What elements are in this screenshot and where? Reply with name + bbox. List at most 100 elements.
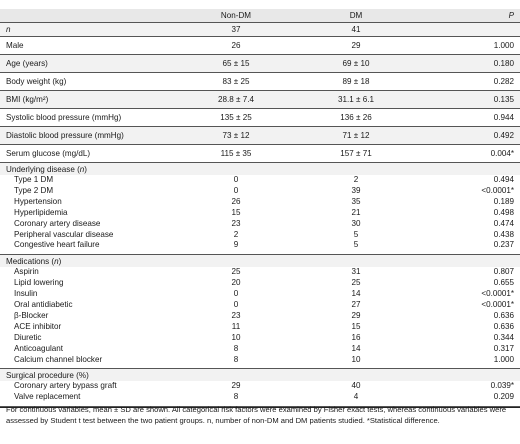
p-value: P xyxy=(508,11,514,20)
row-shading xyxy=(0,55,520,72)
dm-value: 4 xyxy=(353,392,359,402)
non-dm-value: 65 ± 15 xyxy=(222,59,250,68)
dm-value: 41 xyxy=(351,25,361,34)
dm-value: 29 xyxy=(351,310,361,320)
row-label: Oral antidiabetic xyxy=(14,300,73,309)
non-dm-value: Non-DM xyxy=(220,11,252,20)
dm-value: 40 xyxy=(351,381,361,391)
row-label: Hypertension xyxy=(14,196,62,206)
row-label: Lipid lowering xyxy=(14,278,64,288)
p-value: 0.180 xyxy=(493,59,514,68)
dm-value: 89 ± 18 xyxy=(342,77,370,86)
non-dm-value: 29 xyxy=(231,381,241,391)
non-dm-value: 73 ± 12 xyxy=(222,131,250,140)
row-shading xyxy=(0,91,520,108)
row-label: Age (years) xyxy=(6,59,48,68)
row-shading xyxy=(0,23,520,36)
dm-value: 31.1 ± 6.1 xyxy=(338,95,374,104)
non-dm-value: 26 xyxy=(231,41,241,50)
dm-value: DM xyxy=(349,11,363,20)
dm-value: 21 xyxy=(351,207,361,217)
non-dm-value: 0 xyxy=(233,175,239,184)
row-label: BMI (kg/m²) xyxy=(6,95,49,104)
dm-value: 35 xyxy=(351,196,361,206)
dm-value: 14 xyxy=(351,343,361,353)
dm-value: 25 xyxy=(351,278,361,288)
row-shading xyxy=(0,255,520,268)
rule-line xyxy=(0,368,520,370)
non-dm-value: 9 xyxy=(233,240,239,250)
p-value: <0.0001* xyxy=(481,289,514,299)
row-label: Insulin xyxy=(14,289,38,299)
p-value: 0.636 xyxy=(493,321,514,331)
rule-line xyxy=(0,22,520,23)
non-dm-value: 115 ± 35 xyxy=(220,149,252,158)
p-value: 1.000 xyxy=(493,41,514,50)
non-dm-value: 28.8 ± 7.4 xyxy=(218,95,254,104)
p-value: 0.189 xyxy=(493,196,514,206)
row-shading xyxy=(0,127,520,144)
non-dm-value: 8 xyxy=(233,354,239,364)
dm-value: 16 xyxy=(351,332,361,342)
row-label: Coronary artery disease xyxy=(14,218,101,228)
row-label: Coronary artery bypass graft xyxy=(14,381,117,391)
p-value: 0.438 xyxy=(493,229,514,239)
row-label: Aspirin xyxy=(14,267,39,277)
row-label: Serum glucose (mg/dL) xyxy=(6,149,91,158)
non-dm-value: 23 xyxy=(231,218,241,228)
non-dm-value: 11 xyxy=(231,321,241,331)
dm-value: 39 xyxy=(351,185,361,195)
p-value: 0.135 xyxy=(493,95,514,104)
dm-value: 31 xyxy=(351,267,361,277)
rule-line xyxy=(0,90,520,91)
p-value: 1.000 xyxy=(493,354,514,364)
non-dm-value: 26 xyxy=(231,196,241,206)
p-value: 0.492 xyxy=(493,131,514,140)
row-label: Peripheral vascular disease xyxy=(14,229,114,239)
rule-line xyxy=(0,108,520,109)
p-value: 0.317 xyxy=(493,343,514,353)
dm-value: 5 xyxy=(353,229,359,239)
non-dm-value: 83 ± 25 xyxy=(222,77,250,86)
non-dm-value: 8 xyxy=(233,343,239,353)
rule-line xyxy=(0,254,520,256)
p-value: 0.807 xyxy=(493,267,514,277)
section-title-text: Medications (n) xyxy=(6,257,62,267)
row-label: Calcium channel blocker xyxy=(14,354,103,364)
non-dm-value: 10 xyxy=(231,332,241,342)
dm-value: 10 xyxy=(351,354,361,364)
dm-value: 30 xyxy=(351,218,361,228)
row-label: Diuretic xyxy=(14,332,42,342)
row-label: ACE inhibitor xyxy=(14,321,62,331)
dm-value: 69 ± 10 xyxy=(342,59,370,68)
row-shading xyxy=(0,369,520,382)
rule-line xyxy=(0,406,520,408)
non-dm-value: 25 xyxy=(231,267,241,277)
p-value: 0.344 xyxy=(493,332,514,342)
non-dm-value: 37 xyxy=(231,25,241,34)
non-dm-value: 15 xyxy=(231,207,241,217)
non-dm-value: 8 xyxy=(233,392,239,402)
dm-value: 15 xyxy=(351,321,361,331)
p-value: 0.498 xyxy=(493,207,514,217)
row-shading xyxy=(0,9,520,22)
rule-line xyxy=(0,144,520,145)
dm-value: 157 ± 71 xyxy=(340,149,372,158)
row-label: Diastolic blood pressure (mmHg) xyxy=(6,131,124,140)
row-shading xyxy=(0,163,520,175)
non-dm-value: 20 xyxy=(231,278,241,288)
rule-line xyxy=(0,126,520,127)
non-dm-value: 0 xyxy=(233,185,239,195)
p-value: 0.004* xyxy=(490,149,514,158)
dm-value: 27 xyxy=(351,300,361,309)
p-value: <0.0001* xyxy=(481,300,514,309)
p-value: 0.944 xyxy=(493,113,514,122)
non-dm-value: 135 ± 25 xyxy=(220,113,252,122)
section-title-text: Surgical procedure (%) xyxy=(6,371,89,381)
non-dm-value: 2 xyxy=(233,229,239,239)
p-value: 0.282 xyxy=(493,77,514,86)
p-value: 0.655 xyxy=(493,278,514,288)
rule-line xyxy=(0,162,520,163)
row-label: Body weight (kg) xyxy=(6,77,67,86)
non-dm-value: 0 xyxy=(233,300,239,309)
